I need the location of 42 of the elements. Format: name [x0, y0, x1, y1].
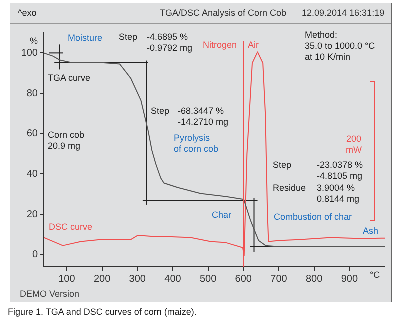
- chart-subtitle: 12.09.2014 16:31:19: [302, 8, 385, 19]
- annotation: Air: [248, 40, 259, 51]
- series-label: TGA curve: [48, 73, 91, 84]
- y-tick-label: 40: [26, 168, 38, 180]
- x-tick-label: 800: [306, 274, 324, 285]
- annotation: -68.3447 % -14.2710 mg: [178, 106, 229, 128]
- x-tick-label: 300: [129, 274, 146, 285]
- x-tick-label: 400: [164, 274, 182, 285]
- annotation: Step: [151, 106, 170, 117]
- x-tick-label: 100: [58, 274, 76, 285]
- text: ^exo: [18, 8, 37, 19]
- annotation: 200 mW: [346, 134, 362, 156]
- x-axis-title: °C: [370, 270, 380, 281]
- annotation: Char: [212, 210, 232, 221]
- annotation: Corn cob 20.9 mg: [48, 130, 85, 152]
- x-tick-label: 500: [200, 274, 218, 285]
- y-axis-title: %: [30, 36, 38, 47]
- annotation: Pyrolysis of corn cob: [174, 133, 219, 155]
- annotation: -23.0378 % -4.8105 mg: [317, 160, 364, 182]
- annotation: Nitrogen: [203, 40, 238, 51]
- annotation: Residue: [273, 183, 306, 194]
- y-tick-label: 60: [26, 128, 38, 140]
- y-tick-label: 80: [26, 88, 38, 100]
- chart-title: TGA/DSC Analysis of Corn Cob: [160, 8, 287, 19]
- series-label: DSC curve: [49, 222, 93, 233]
- x-tick-label: 900: [341, 274, 358, 285]
- y-tick-label: 100: [21, 48, 38, 59]
- x-tick-label: 700: [270, 274, 288, 285]
- y-tick-label: 20: [26, 209, 38, 220]
- annotation: Step: [119, 32, 138, 43]
- annotation: 3.9004 % 0.8144 mg: [317, 183, 360, 205]
- caption: Figure 1. TGA and DSC curves of corn (maize).: [8, 307, 197, 318]
- annotation: Combustion of char: [274, 212, 352, 223]
- annotation: -4.6895 % -0.9792 mg: [147, 32, 193, 54]
- text: DEMO Version: [20, 289, 80, 300]
- annotation: Method: 35.0 to 1000.0 °C at 10 K/min: [305, 30, 376, 63]
- annotation: Moisture: [68, 33, 103, 44]
- annotation: Step: [273, 160, 292, 171]
- x-tick-label: 200: [94, 274, 112, 285]
- annotation: Ash: [363, 226, 379, 237]
- y-tick-label: 0: [32, 250, 38, 261]
- x-tick-label: 600: [235, 274, 252, 285]
